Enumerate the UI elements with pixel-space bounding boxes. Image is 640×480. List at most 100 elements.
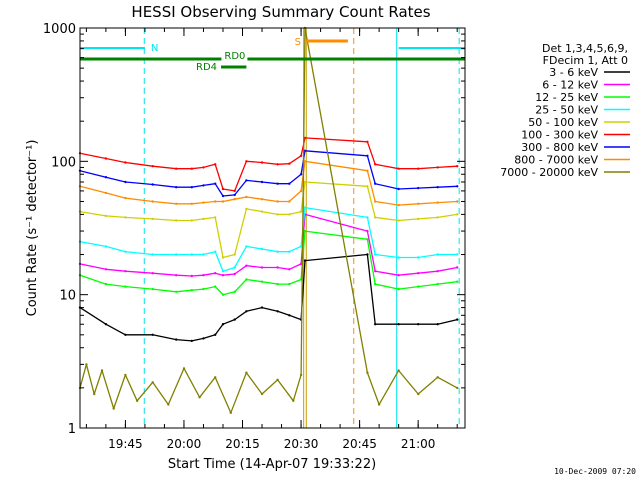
data-point-3-6-kev bbox=[233, 318, 236, 321]
data-point-25-50-kev bbox=[124, 250, 127, 253]
data-point-300-800-kev bbox=[456, 185, 459, 188]
data-point-3-6-kev bbox=[397, 323, 400, 326]
data-point-3-6-kev bbox=[245, 310, 248, 313]
data-point-12-25-kev bbox=[202, 287, 205, 291]
chart-title: HESSI Observing Summary Count Rates bbox=[131, 3, 430, 21]
data-point-800-7000-kev bbox=[276, 200, 279, 203]
data-point-6-12-kev bbox=[260, 266, 264, 269]
data-point-6-12-kev bbox=[175, 274, 178, 277]
data-point-7000-20000-kev bbox=[85, 363, 88, 366]
data-point-800-7000-kev bbox=[233, 198, 236, 201]
data-point-50-100-kev bbox=[303, 180, 307, 184]
data-point-50-100-kev bbox=[456, 213, 459, 216]
data-point-6-12-kev bbox=[374, 270, 377, 273]
data-point-7000-20000-kev bbox=[151, 381, 154, 384]
data-point-6-12-kev bbox=[288, 268, 291, 271]
data-point-12-25-kev bbox=[303, 229, 307, 233]
data-point-100-300-kev bbox=[245, 160, 248, 163]
data-point-100-300-kev bbox=[175, 167, 178, 170]
data-point-12-25-kev bbox=[151, 287, 154, 291]
data-point-25-50-kev bbox=[417, 256, 420, 259]
data-point-50-100-kev bbox=[221, 256, 225, 259]
data-point-100-300-kev bbox=[397, 167, 400, 170]
data-point-25-50-kev bbox=[436, 253, 439, 256]
data-point-800-7000-kev bbox=[245, 195, 248, 199]
legend-label-7000-20000-kev: 7000 - 20000 keV bbox=[500, 166, 598, 179]
data-point-25-50-kev bbox=[374, 253, 377, 256]
data-point-3-6-kev bbox=[175, 338, 178, 341]
data-point-12-25-kev bbox=[214, 285, 217, 288]
data-point-6-12-kev bbox=[221, 274, 225, 277]
data-point-25-50-kev bbox=[151, 253, 154, 256]
data-point-100-300-kev bbox=[417, 167, 420, 170]
data-point-300-800-kev bbox=[214, 182, 217, 185]
data-point-6-12-kev bbox=[104, 268, 108, 271]
data-point-50-100-kev bbox=[436, 216, 439, 219]
data-point-800-7000-kev bbox=[104, 191, 108, 195]
flag-label-bg bbox=[221, 51, 248, 62]
flag-label-rd4: RD4 bbox=[196, 62, 217, 73]
data-point-3-6-kev bbox=[104, 323, 108, 326]
data-point-800-7000-kev bbox=[175, 202, 178, 205]
data-point-3-6-kev bbox=[214, 333, 217, 336]
data-point-300-800-kev bbox=[245, 179, 248, 182]
legend-label-6-12-kev: 6 - 12 keV bbox=[542, 79, 598, 92]
data-point-300-800-kev bbox=[366, 154, 369, 157]
legend-label-800-7000-kev: 800 - 7000 keV bbox=[514, 154, 598, 167]
data-point-6-12-kev bbox=[151, 272, 154, 275]
data-point-7000-20000-kev bbox=[260, 392, 264, 396]
data-point-300-800-kev bbox=[276, 182, 279, 185]
data-point-12-25-kev bbox=[124, 285, 127, 288]
series-line-50-100-kev bbox=[79, 181, 458, 259]
data-point-50-100-kev bbox=[288, 213, 291, 216]
data-point-7000-20000-kev bbox=[456, 386, 459, 390]
data-point-50-100-kev bbox=[151, 217, 154, 221]
legend-label-3-6-kev: 3 - 6 keV bbox=[549, 66, 598, 79]
series-line-100-300-kev bbox=[79, 137, 458, 192]
plot-area bbox=[78, 26, 460, 428]
data-point-25-50-kev bbox=[288, 250, 291, 253]
data-point-100-300-kev bbox=[221, 187, 225, 191]
data-point-12-25-kev bbox=[221, 293, 225, 296]
data-point-7000-20000-kev bbox=[397, 369, 400, 372]
data-point-3-6-kev bbox=[190, 339, 193, 343]
data-point-3-6-kev bbox=[288, 314, 291, 317]
data-point-6-12-kev bbox=[366, 229, 369, 233]
axes: 19:45 20:00 20:15 20:30 20:45 21:00 1 10 100 1000 bbox=[43, 22, 465, 451]
data-point-800-7000-kev bbox=[214, 200, 217, 203]
data-point-50-100-kev bbox=[366, 185, 369, 188]
x-tick-label: 19:45 bbox=[108, 437, 143, 451]
data-point-7000-20000-kev bbox=[292, 399, 295, 402]
y-tick-label: 100 bbox=[51, 155, 76, 170]
series-line-300-800-kev bbox=[79, 150, 458, 197]
data-point-6-12-kev bbox=[456, 266, 459, 269]
data-point-300-800-kev bbox=[104, 176, 108, 179]
y-tick-label: 1 bbox=[68, 422, 76, 437]
data-point-300-800-kev bbox=[417, 186, 420, 190]
data-point-6-12-kev bbox=[245, 264, 248, 267]
data-point-25-50-kev bbox=[175, 253, 178, 256]
data-point-7000-20000-kev bbox=[245, 371, 248, 374]
data-point-12-25-kev bbox=[245, 278, 248, 281]
data-point-7000-20000-kev bbox=[276, 378, 279, 381]
data-point-6-12-kev bbox=[417, 272, 420, 275]
data-point-50-100-kev bbox=[374, 216, 377, 219]
data-point-50-100-kev bbox=[276, 213, 279, 216]
data-point-7000-20000-kev bbox=[93, 392, 96, 396]
data-point-6-12-kev bbox=[436, 270, 439, 273]
data-point-100-300-kev bbox=[276, 163, 279, 166]
data-point-50-100-kev bbox=[124, 216, 127, 219]
data-point-300-800-kev bbox=[124, 180, 127, 184]
data-point-3-6-kev bbox=[374, 323, 377, 326]
data-point-100-300-kev bbox=[202, 166, 205, 169]
data-point-800-7000-kev bbox=[303, 160, 307, 163]
data-point-100-300-kev bbox=[288, 162, 291, 165]
series-line-25-50-kev bbox=[79, 206, 458, 272]
data-point-12-25-kev bbox=[374, 282, 377, 286]
data-point-3-6-kev bbox=[221, 323, 225, 326]
data-point-50-100-kev bbox=[104, 214, 108, 218]
data-point-3-6-kev bbox=[456, 318, 459, 321]
data-point-800-7000-kev bbox=[456, 200, 459, 203]
data-point-7000-20000-kev bbox=[436, 376, 439, 379]
